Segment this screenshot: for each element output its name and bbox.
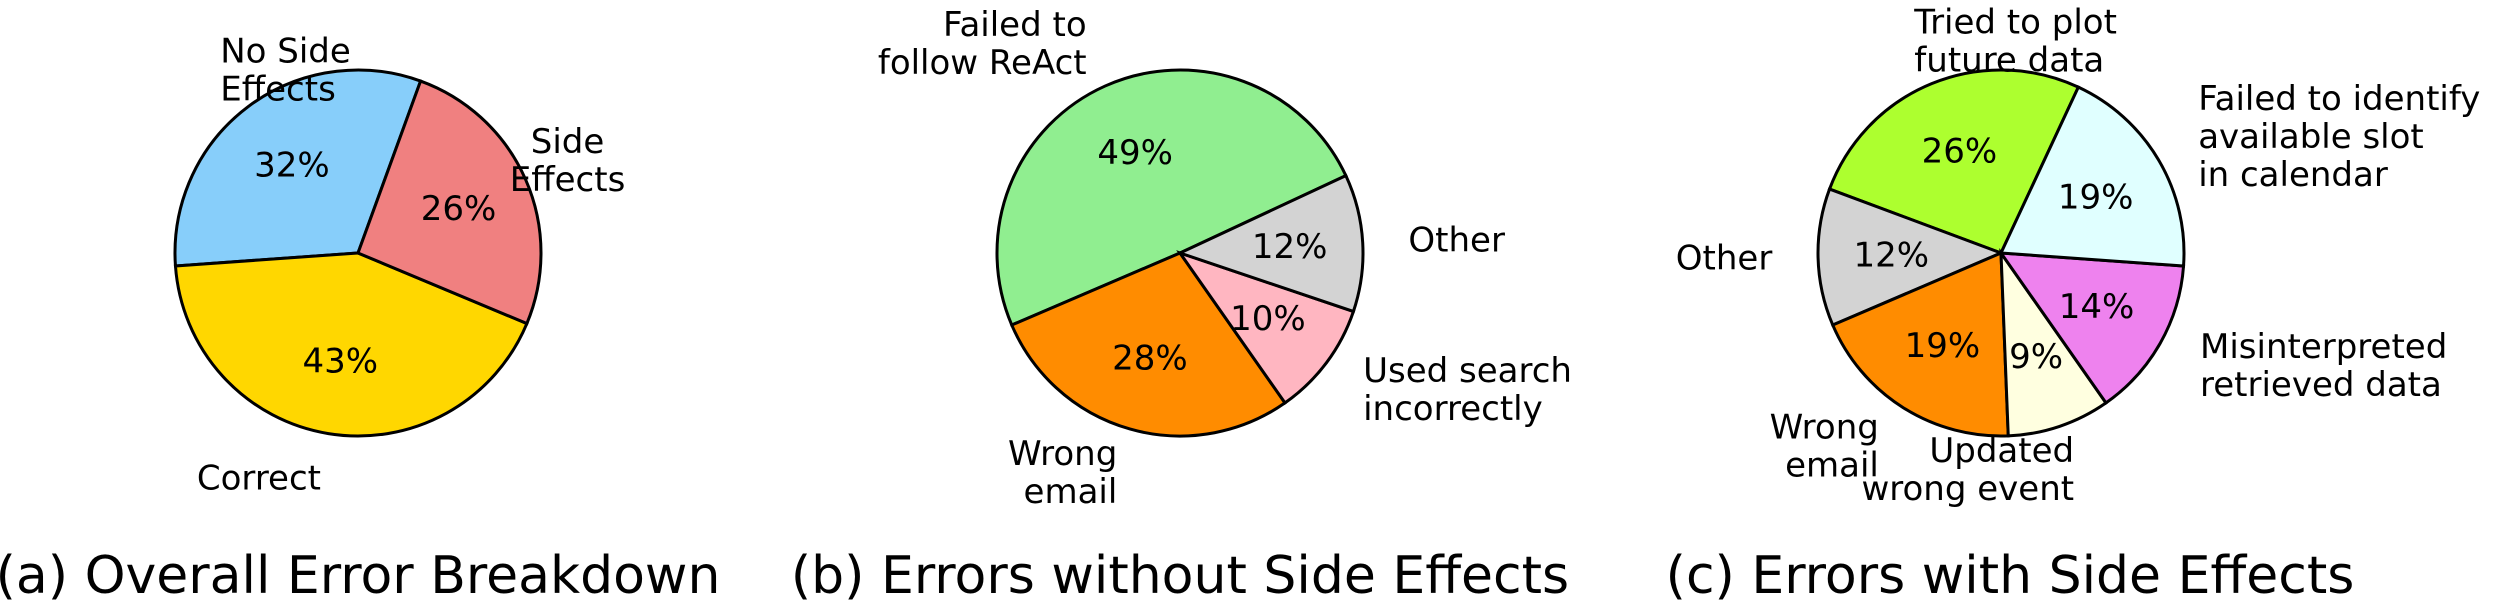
pie-slice: [1998, 85, 2186, 268]
slice-percent-label: 43%: [302, 341, 378, 381]
slice-category-label: Wrong email: [1008, 434, 1117, 512]
slice-percent-label: 19%: [2058, 177, 2134, 217]
pie-slice: [995, 68, 1348, 328]
slice-category-label: Misinterpreted retrieved data: [2200, 327, 2447, 405]
slice-category-label: Used search incorrectly: [1363, 351, 1572, 429]
slice-category-label: Other: [1408, 220, 1505, 260]
slice-category-label: Updated wrong event: [1861, 431, 2074, 509]
panel-title-c: (c) Errors with Side Effects: [1666, 546, 2355, 606]
panel-title-b: (b) Errors without Side Effects: [791, 546, 1569, 606]
pie-slice: [1175, 173, 1365, 314]
panel-title-a: (a) Overall Error Breakdown: [0, 546, 720, 606]
slice-category-label: Tried to plot future data: [1913, 2, 2117, 80]
slice-percent-label: 12%: [1252, 227, 1328, 267]
pie-slice: [1827, 68, 2081, 255]
slice-percent-label: 26%: [421, 189, 497, 229]
slice-percent-label: 49%: [1097, 133, 1173, 173]
pie-slice: [356, 79, 543, 326]
slice-percent-label: 10%: [1230, 299, 1306, 339]
pie-slice: [1830, 250, 2010, 438]
pie-slice: [173, 68, 423, 268]
pie-slice: [1999, 247, 2109, 438]
pie-slice: [1997, 251, 2186, 405]
slice-percent-label: 26%: [1922, 131, 1998, 171]
pie-chart-overall: 32% No Side Effects 43% Correct 26% Side Effect…: [173, 31, 626, 499]
slice-category-label: Failed to identify available slot in calen…: [2198, 79, 2480, 195]
pie-slice: [173, 251, 529, 438]
slice-category-label: No Side Effects: [220, 31, 351, 109]
slice-percent-label: 32%: [254, 145, 330, 185]
slice-category-label: Failed to follow ReAct: [878, 5, 1087, 83]
slice-percent-label: 14%: [2059, 287, 2135, 327]
pie-chart-without-side-effects: 49% Failed to follow ReAct 28% Wrong email 10%…: [878, 5, 1572, 512]
slice-category-label: Correct: [197, 459, 321, 499]
slice-percent-label: 28%: [1112, 339, 1188, 379]
pie-slice: [1816, 187, 2006, 328]
slice-category-label: Wrong email: [1770, 407, 1879, 485]
slice-percent-label: 12%: [1853, 236, 1929, 276]
pie-slice: [1176, 250, 1356, 405]
pie-chart-with-side-effects: 26% Tried to plot future data 12% Other 19% Wr…: [1676, 2, 2481, 508]
slice-category-label: Side Effects: [510, 122, 626, 200]
slice-percent-label: 9%: [2009, 337, 2063, 377]
slice-percent-label: 19%: [1905, 326, 1981, 366]
pie-slice: [1009, 251, 1288, 438]
slice-category-label: Other: [1676, 238, 1773, 278]
